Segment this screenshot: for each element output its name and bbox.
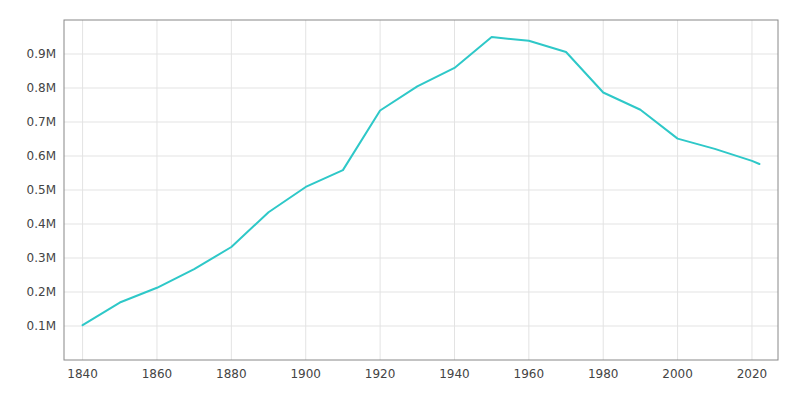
y-grid-line — [64, 190, 778, 191]
y-tick-label: 0.1M — [27, 319, 56, 333]
y-tick-label: 0.8M — [27, 81, 56, 95]
y-grid-line — [64, 122, 778, 123]
x-tick-label: 1960 — [514, 367, 545, 381]
x-grid-line — [528, 20, 529, 360]
x-tick-label: 1980 — [588, 367, 619, 381]
x-grid-line — [82, 20, 83, 360]
x-tick-label: 2000 — [662, 367, 693, 381]
x-tick-label: 1880 — [216, 367, 247, 381]
chart: 0.1M 0.2M 0.3M 0.4M 0.5M 0.6M 0.7M 0.8M 0.9M 1840… — [0, 0, 800, 400]
x-grid-line — [751, 20, 752, 360]
y-tick-label: 0.6M — [27, 149, 56, 163]
population-line — [83, 37, 760, 325]
x-grid-line — [305, 20, 306, 360]
plot-frame — [64, 20, 778, 360]
series — [83, 37, 760, 325]
x-grid-line — [677, 20, 678, 360]
x-tick-label: 1840 — [67, 367, 98, 381]
x-grid-line — [454, 20, 455, 360]
y-tick-label: 0.9M — [27, 47, 56, 61]
x-grid-line — [380, 20, 381, 360]
y-tick-label: 0.3M — [27, 251, 56, 265]
x-grid-line — [231, 20, 232, 360]
y-tick-label: 0.7M — [27, 115, 56, 129]
x-tick-label: 2020 — [737, 367, 768, 381]
y-tick-label: 0.2M — [27, 285, 56, 299]
y-grid-line — [64, 326, 778, 327]
y-grid-line — [64, 224, 778, 225]
axes: 0.1M 0.2M 0.3M 0.4M 0.5M 0.6M 0.7M 0.8M 0.9M 1840… — [27, 47, 768, 382]
x-tick-label: 1900 — [290, 367, 321, 381]
y-grid-line — [64, 88, 778, 89]
x-grid-line — [156, 20, 157, 360]
x-grid-line — [603, 20, 604, 360]
chart-container: 0.1M 0.2M 0.3M 0.4M 0.5M 0.6M 0.7M 0.8M 0.9M 1840… — [0, 0, 800, 400]
y-grid-line — [64, 258, 778, 259]
y-grid-line — [64, 156, 778, 157]
x-tick-label: 1940 — [439, 367, 470, 381]
y-tick-label: 0.4M — [27, 217, 56, 231]
y-grid-line — [64, 54, 778, 55]
x-tick-label: 1860 — [142, 367, 173, 381]
plot-background — [64, 20, 778, 360]
y-grid-line — [64, 292, 778, 293]
y-tick-label: 0.5M — [27, 183, 56, 197]
x-tick-label: 1920 — [365, 367, 396, 381]
grid — [64, 20, 778, 360]
